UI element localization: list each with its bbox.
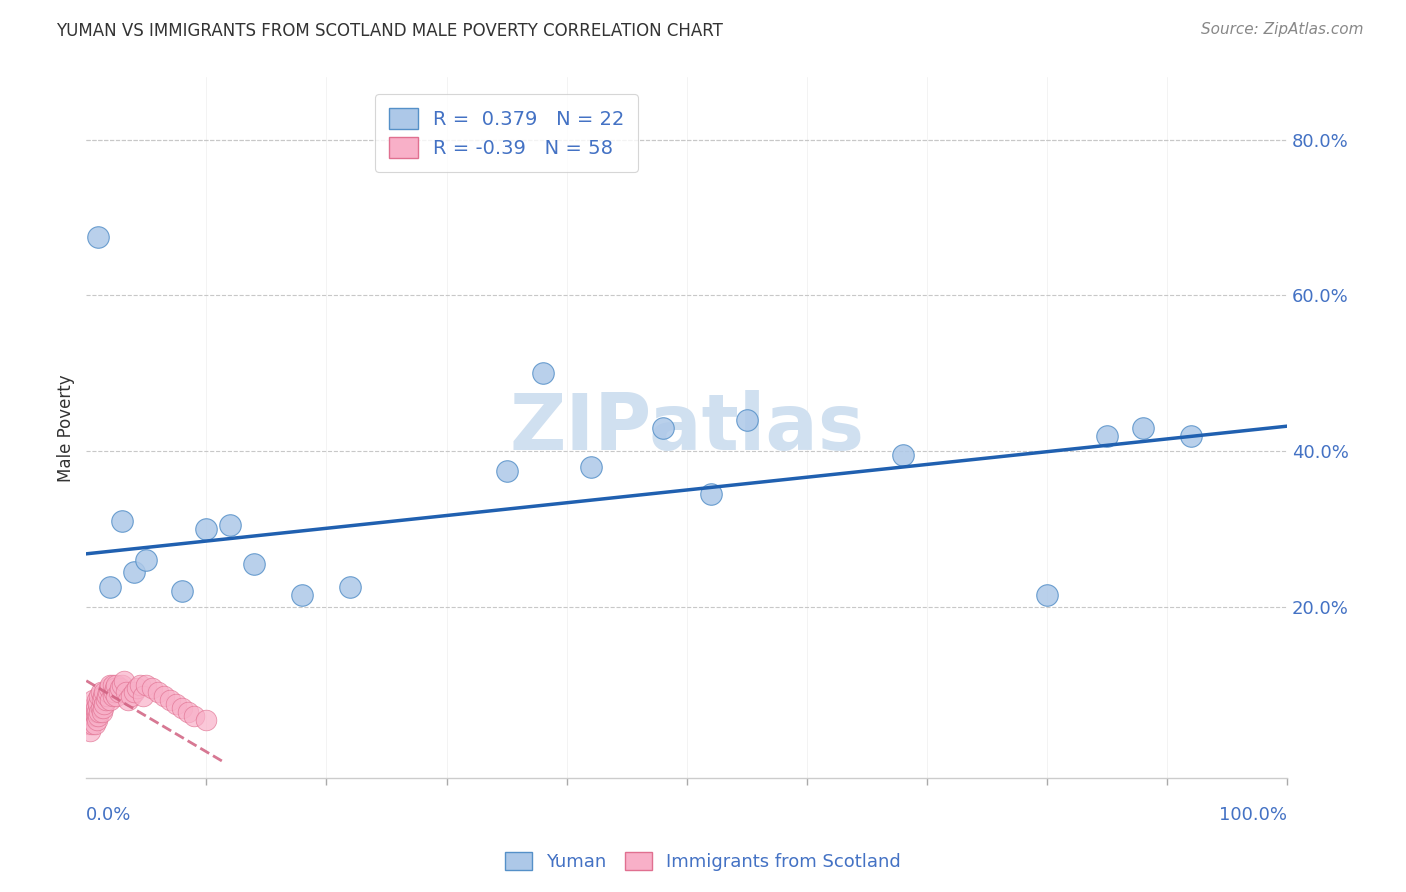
Point bbox=[1132, 421, 1154, 435]
Point bbox=[82, 693, 104, 707]
Point bbox=[91, 690, 114, 704]
Point bbox=[339, 580, 361, 594]
Point bbox=[735, 413, 758, 427]
Point bbox=[651, 421, 673, 435]
Point bbox=[94, 693, 117, 707]
Point bbox=[77, 716, 100, 731]
Point bbox=[1036, 588, 1059, 602]
Point bbox=[98, 677, 121, 691]
Point bbox=[120, 690, 142, 704]
Point bbox=[148, 685, 170, 699]
Text: 0.0%: 0.0% bbox=[86, 806, 132, 824]
Point bbox=[107, 685, 129, 699]
Legend: R =  0.379   N = 22, R = -0.39   N = 58: R = 0.379 N = 22, R = -0.39 N = 58 bbox=[375, 95, 638, 171]
Text: 100.0%: 100.0% bbox=[1219, 806, 1286, 824]
Point bbox=[172, 584, 194, 599]
Point bbox=[93, 685, 115, 699]
Point bbox=[79, 724, 101, 739]
Point bbox=[98, 681, 121, 696]
Point bbox=[579, 459, 602, 474]
Point bbox=[124, 685, 146, 699]
Point bbox=[96, 690, 118, 704]
Point bbox=[86, 713, 108, 727]
Point bbox=[495, 464, 517, 478]
Point bbox=[125, 681, 148, 696]
Point bbox=[89, 690, 111, 704]
Point bbox=[291, 588, 314, 602]
Point bbox=[83, 716, 105, 731]
Point bbox=[84, 708, 107, 723]
Text: ZIPatlas: ZIPatlas bbox=[509, 390, 865, 466]
Point bbox=[141, 681, 163, 696]
Point bbox=[112, 673, 135, 688]
Y-axis label: Male Poverty: Male Poverty bbox=[58, 374, 75, 482]
Point bbox=[1180, 428, 1202, 442]
Legend: Yuman, Immigrants from Scotland: Yuman, Immigrants from Scotland bbox=[498, 845, 908, 879]
Point bbox=[105, 690, 128, 704]
Point bbox=[98, 693, 121, 707]
Point bbox=[891, 448, 914, 462]
Point bbox=[135, 677, 157, 691]
Point bbox=[101, 677, 124, 691]
Point bbox=[90, 685, 112, 699]
Point bbox=[108, 681, 131, 696]
Point bbox=[87, 697, 110, 711]
Point bbox=[153, 690, 176, 704]
Point bbox=[90, 701, 112, 715]
Point bbox=[531, 366, 554, 380]
Point bbox=[183, 708, 205, 723]
Point bbox=[124, 565, 146, 579]
Point bbox=[159, 693, 181, 707]
Point bbox=[243, 557, 266, 571]
Point bbox=[1095, 428, 1118, 442]
Point bbox=[105, 677, 128, 691]
Point bbox=[117, 693, 139, 707]
Point bbox=[219, 518, 242, 533]
Point bbox=[699, 487, 721, 501]
Point bbox=[90, 705, 112, 719]
Point bbox=[80, 708, 103, 723]
Point bbox=[132, 690, 155, 704]
Point bbox=[195, 522, 218, 536]
Point bbox=[93, 697, 115, 711]
Point bbox=[82, 708, 104, 723]
Point bbox=[98, 580, 121, 594]
Point bbox=[103, 685, 125, 699]
Point bbox=[129, 677, 152, 691]
Point bbox=[84, 701, 107, 715]
Point bbox=[82, 716, 104, 731]
Text: YUMAN VS IMMIGRANTS FROM SCOTLAND MALE POVERTY CORRELATION CHART: YUMAN VS IMMIGRANTS FROM SCOTLAND MALE P… bbox=[56, 22, 723, 40]
Point bbox=[165, 697, 187, 711]
Point bbox=[111, 677, 134, 691]
Point bbox=[135, 553, 157, 567]
Point bbox=[101, 690, 124, 704]
Point bbox=[172, 701, 194, 715]
Text: Source: ZipAtlas.com: Source: ZipAtlas.com bbox=[1201, 22, 1364, 37]
Point bbox=[111, 514, 134, 528]
Point bbox=[104, 681, 127, 696]
Point bbox=[86, 705, 108, 719]
Point bbox=[91, 701, 114, 715]
Point bbox=[90, 693, 112, 707]
Point bbox=[89, 705, 111, 719]
Point bbox=[87, 708, 110, 723]
Point bbox=[115, 685, 138, 699]
Point bbox=[86, 693, 108, 707]
Point bbox=[195, 713, 218, 727]
Point bbox=[87, 230, 110, 244]
Point bbox=[82, 701, 104, 715]
Point bbox=[97, 685, 120, 699]
Point bbox=[177, 705, 200, 719]
